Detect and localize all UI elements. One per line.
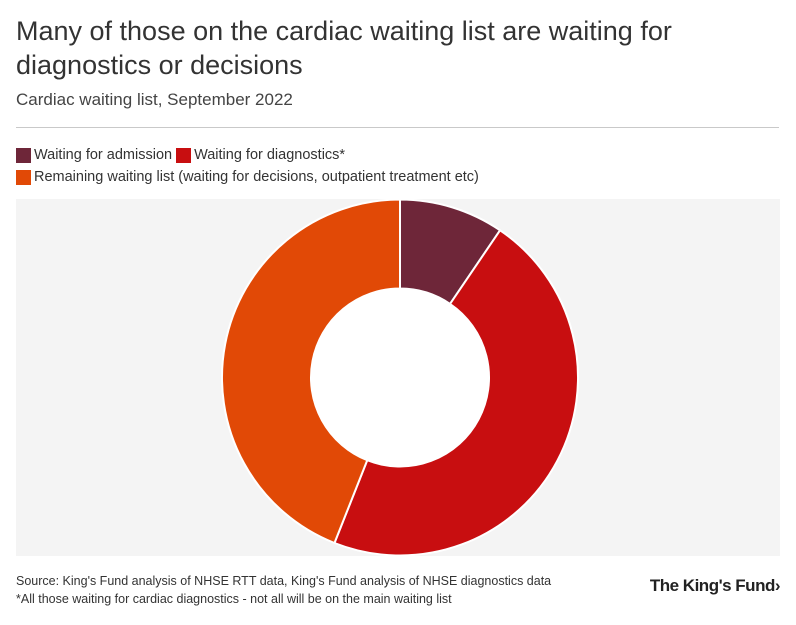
legend-item-diagnostics[interactable]: Waiting for diagnostics* bbox=[176, 145, 345, 165]
chart-legend: Waiting for admission Waiting for diagno… bbox=[16, 145, 776, 189]
legend-label-admission: Waiting for admission bbox=[34, 147, 173, 163]
source-note: Source: King's Fund analysis of NHSE RTT… bbox=[16, 574, 552, 588]
footnote: *All those waiting for cardiac diagnosti… bbox=[16, 592, 452, 606]
kings-fund-logo: The King's Fund› bbox=[649, 576, 781, 595]
legend-row-1: Waiting for admission Waiting for diagno… bbox=[16, 145, 776, 165]
legend-item-admission[interactable]: Waiting for admission bbox=[16, 145, 172, 165]
title-divider bbox=[16, 127, 779, 128]
donut-hole bbox=[311, 288, 489, 467]
legend-label-diagnostics: Waiting for diagnostics* bbox=[194, 147, 346, 163]
legend-swatch-admission bbox=[16, 147, 31, 163]
legend-item-remaining[interactable]: Remaining waiting list (waiting for deci… bbox=[16, 167, 479, 187]
legend-label-remaining: Remaining waiting list (waiting for deci… bbox=[34, 169, 479, 185]
legend-swatch-diagnostics bbox=[176, 147, 192, 163]
chart-subtitle: Cardiac waiting list, September 2022 bbox=[16, 90, 293, 109]
chart-title: Many of those on the cardiac waiting lis… bbox=[16, 16, 672, 80]
legend-swatch-remaining bbox=[16, 169, 31, 185]
legend-row-2: Remaining waiting list (waiting for deci… bbox=[16, 167, 776, 187]
